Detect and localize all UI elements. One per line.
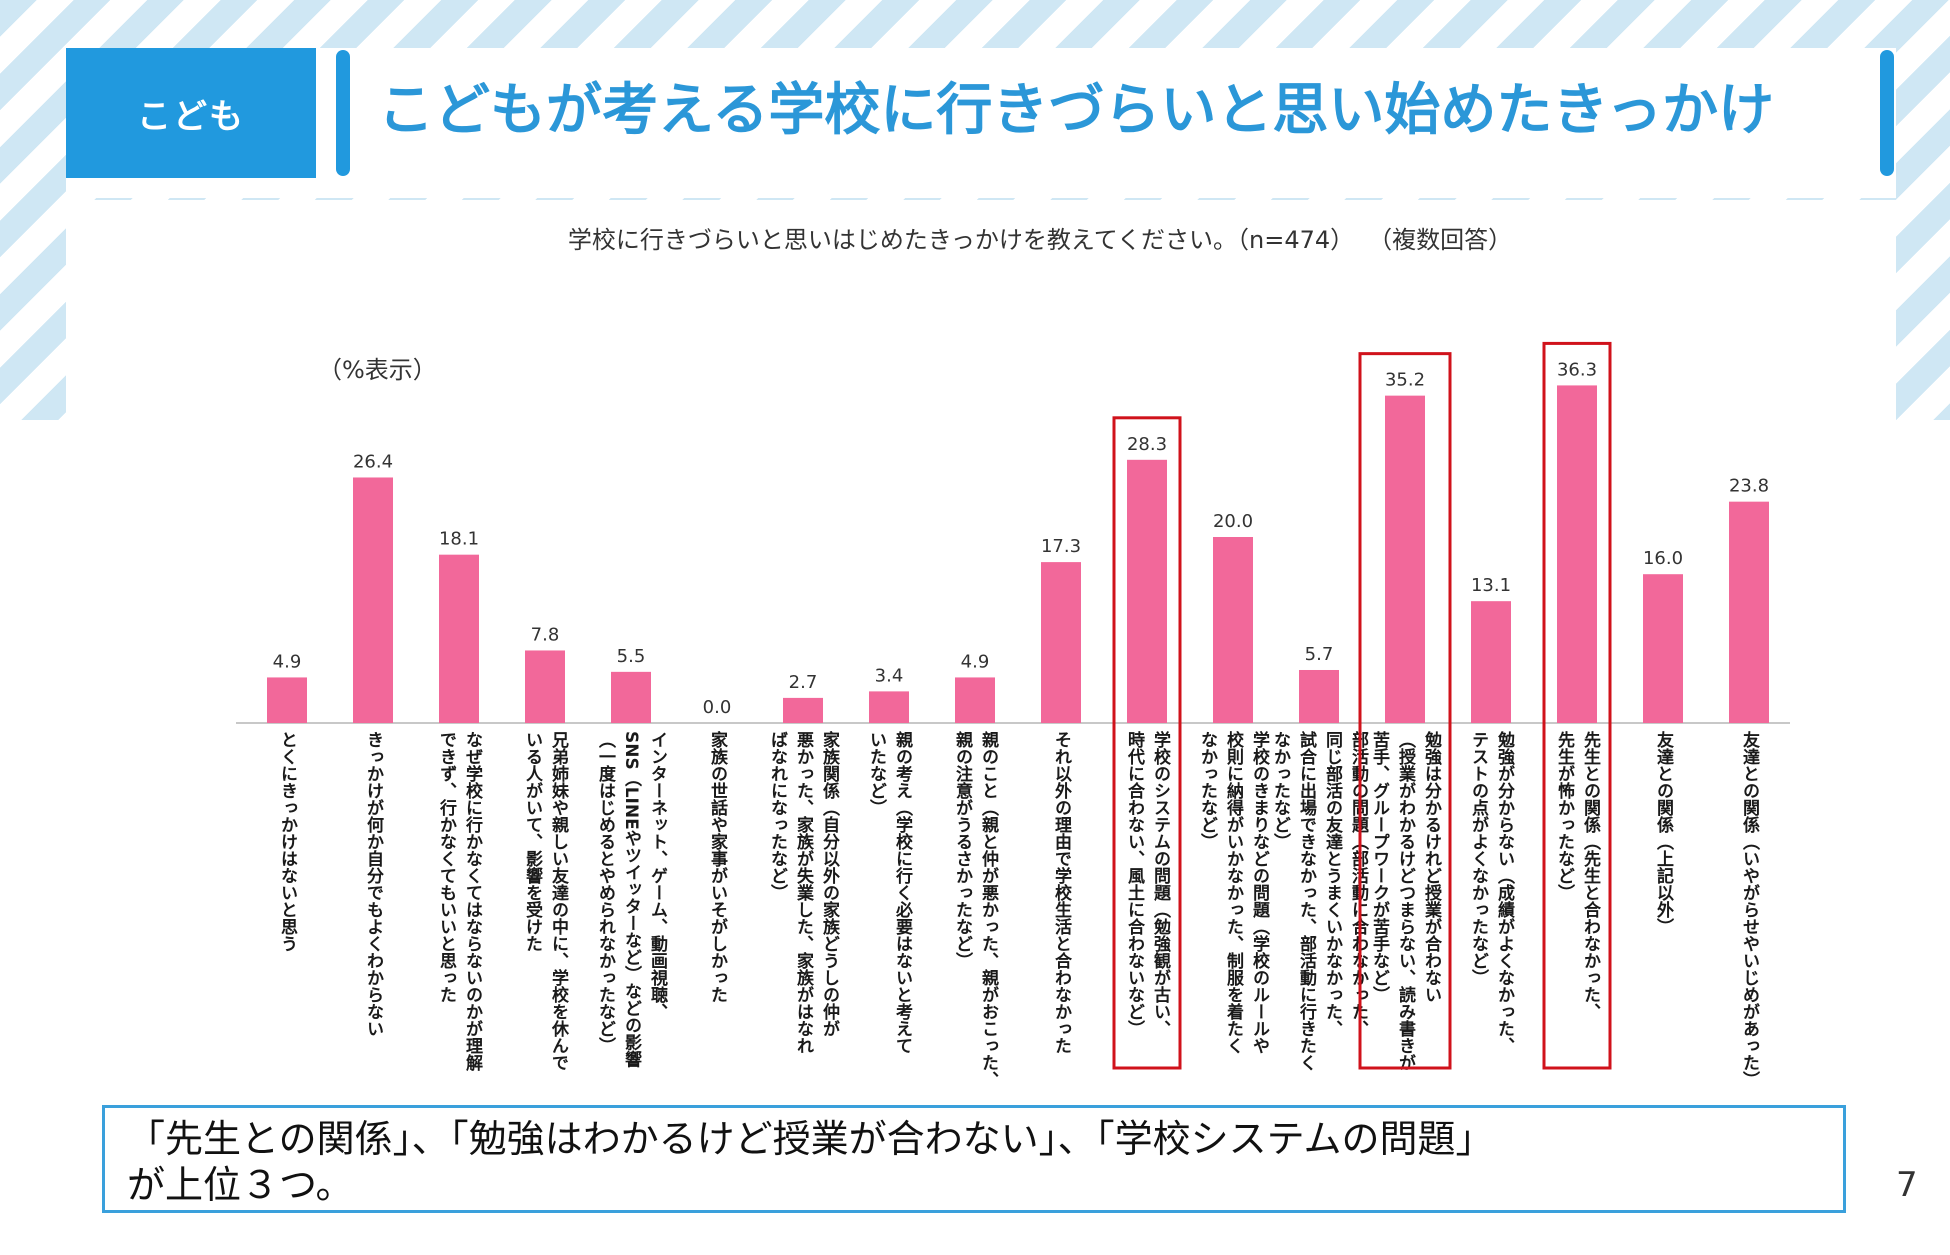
page-number: 7 <box>1896 1165 1918 1205</box>
value-label-7: 3.4 <box>875 665 904 686</box>
category-label-14-1: テストの点がよくなかったなど） <box>1468 731 1489 986</box>
category-label-17-0: 友達との関係（いやがらせやいじめがあった） <box>1739 730 1760 1088</box>
bar-16 <box>1643 574 1683 723</box>
value-label-6: 2.7 <box>789 672 818 693</box>
category-label-14-0: 勉強が分からない（成績がよくなかった、 <box>1494 730 1516 1054</box>
value-label-9: 17.3 <box>1041 536 1081 557</box>
bar-2 <box>439 554 479 723</box>
value-label-0: 4.9 <box>273 651 302 672</box>
value-label-3: 7.8 <box>531 624 560 645</box>
value-label-15: 36.3 <box>1557 359 1597 380</box>
bar-15 <box>1557 385 1597 723</box>
category-label-11-2: なかったなど） <box>1197 731 1218 850</box>
value-label-14: 13.1 <box>1471 575 1511 596</box>
highlight-box-15 <box>1542 341 1612 1070</box>
audience-tag: こども <box>66 48 316 178</box>
category-label-13-1: （授業がわかるけどつまらない、読み書きが <box>1395 731 1416 1071</box>
category-label-6-2: ばなれになったなど） <box>767 731 788 901</box>
category-label-13-0: 勉強は分かるけれど授業が合わない <box>1421 730 1443 1003</box>
highlight-box-13 <box>1358 352 1452 1070</box>
bar-17 <box>1729 501 1769 723</box>
category-label-11-1: 校則に納得がいかなかった、制服を着たく <box>1223 730 1245 1054</box>
category-label-10-0: 学校のシステムの問題（勉強観が古い、 <box>1150 730 1172 1037</box>
category-label-15-1: 先生が怖かったなど） <box>1554 730 1575 901</box>
bar-4 <box>611 671 651 723</box>
bar-13 <box>1385 395 1425 723</box>
bar-0 <box>267 677 307 723</box>
unit-label: （%表示） <box>318 356 437 384</box>
value-label-12: 5.7 <box>1305 644 1334 665</box>
bar-11 <box>1213 537 1253 723</box>
bar-10 <box>1127 459 1167 723</box>
category-label-11-0: 学校のきまりなどの問題（学校のルールや <box>1249 730 1270 1054</box>
category-label-4-1: SNS（LINEやツイッターなど）などの影響 <box>621 731 642 1068</box>
bar-7 <box>869 691 909 723</box>
value-label-10: 28.3 <box>1127 434 1167 455</box>
value-label-8: 4.9 <box>961 651 990 672</box>
value-label-16: 16.0 <box>1643 548 1683 569</box>
multiple-answer-note: （複数回答） <box>1380 226 1513 254</box>
bar-3 <box>525 650 565 723</box>
bar-9 <box>1041 562 1081 723</box>
category-label-8-0: 親のこと（親と仲が悪かった、親がおこった、 <box>978 730 999 1088</box>
title-right-bar <box>1880 50 1894 176</box>
category-label-12-1: 同じ部活の友達とうまくいかなかった、 <box>1322 731 1343 1037</box>
bar-14 <box>1471 601 1511 723</box>
category-label-10-1: 時代に合わない、風土に合わないなど） <box>1124 730 1146 1037</box>
category-label-12-3: なかったなど） <box>1270 731 1291 850</box>
value-label-17: 23.8 <box>1729 476 1769 497</box>
category-label-0-0: とくにきっかけはないと思う <box>277 731 298 952</box>
content-panel <box>66 200 1896 1255</box>
value-label-2: 18.1 <box>439 529 479 550</box>
category-label-7-0: 親の考え（学校に行く必要はないと考えて <box>892 730 914 1054</box>
category-label-16-0: 友達との関係（上記以外） <box>1653 730 1674 935</box>
category-label-12-0: 部活動の問題（部活動に合わなかった、 <box>1348 730 1369 1037</box>
category-label-7-1: いたなど） <box>866 731 887 816</box>
category-label-4-2: （一度はじめるとやめられなかったなど） <box>595 731 616 1054</box>
category-label-5-0: 家族の世話や家事がいそがしかった <box>707 730 728 1003</box>
bar-12 <box>1299 669 1339 723</box>
value-label-11: 20.0 <box>1213 511 1253 532</box>
highlight-box-10 <box>1112 416 1182 1070</box>
value-label-4: 5.5 <box>617 646 646 667</box>
category-label-3-0: 兄弟姉妹や親しい友達の中に、学校を休んで <box>548 731 570 1071</box>
title-left-bar <box>336 50 350 176</box>
category-label-15-0: 先生との関係（先生と合わなかった、 <box>1580 730 1601 1020</box>
value-label-13: 35.2 <box>1385 370 1425 391</box>
bar-6 <box>783 697 823 723</box>
category-label-13-2: 苦手、グループワークが苦手など） <box>1369 730 1390 1003</box>
category-label-4-0: インターネット、ゲーム、動画視聴、 <box>647 731 669 1020</box>
summary-box: 「先生との関係」、「勉強はわかるけど授業が合わない」、「学校システムの問題」 が… <box>102 1105 1846 1213</box>
category-label-12-2: 試合に出場できなかった、部活動に行きたく <box>1296 730 1318 1071</box>
category-label-2-0: なぜ学校に行かなくてはならないのかが理解 <box>462 731 484 1072</box>
category-label-6-0: 家族関係（自分以外の家族どうしの仲が <box>819 730 840 1037</box>
header-background <box>66 48 1896 198</box>
slide-title: こどもが考える学校に行きづらいと思い始めたきっかけ <box>378 78 1775 143</box>
category-label-1-0: きっかけが何か自分でもよくわからない <box>363 731 384 1037</box>
category-label-3-1: いる人がいて、影響を受けた <box>522 731 543 952</box>
bar-8 <box>955 677 995 723</box>
bar-1 <box>353 477 393 723</box>
category-label-2-1: できず、行かなくてもいいと思った <box>436 731 458 1003</box>
value-label-5: 0.0 <box>703 697 732 718</box>
category-label-9-0: それ以外の理由で学校生活と合わなかった <box>1051 731 1072 1054</box>
question-text: 学校に行きづらいと思いはじめたきっかけを教えてください。（n=474） <box>567 226 1355 254</box>
category-label-8-1: 親の注意がうるさかったなど） <box>952 730 973 969</box>
value-label-1: 26.4 <box>353 451 393 472</box>
chart-question: 学校に行きづらいと思いはじめたきっかけを教えてください。（n=474） （複数回答… <box>0 220 1950 255</box>
category-label-6-1: 悪かった、家族が失業した、家族がはなれ <box>793 731 814 1054</box>
